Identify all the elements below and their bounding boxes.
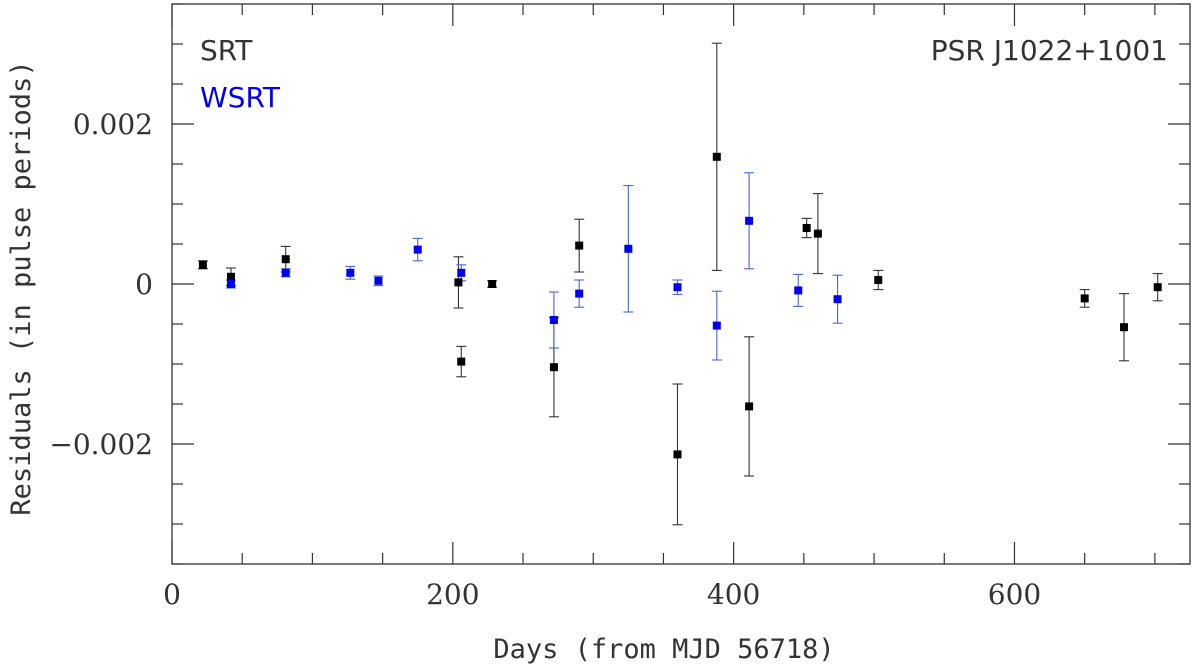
x-axis-title: Days (from MJD 56718) — [493, 634, 834, 665]
point-srt — [745, 402, 754, 411]
y-tick-label: 0 — [135, 268, 153, 301]
x-tick-labels: 0 200 400 600 — [163, 578, 1041, 611]
point-srt — [1120, 323, 1129, 332]
point-srt — [1080, 294, 1089, 303]
x-tick-label: 600 — [988, 578, 1041, 611]
point-srt — [549, 363, 558, 372]
point-wsrt — [712, 321, 721, 330]
point-srt — [198, 260, 207, 269]
point-srt — [454, 278, 463, 287]
point-srt — [226, 272, 235, 281]
point-srt — [281, 255, 290, 264]
point-wsrt — [745, 216, 754, 225]
point-wsrt — [413, 245, 422, 254]
point-wsrt — [575, 289, 584, 298]
point-srt — [874, 276, 883, 284]
point-wsrt — [346, 268, 355, 277]
point-srt — [673, 450, 682, 459]
y-tick-labels: −0.002 0 0.002 — [49, 108, 153, 461]
point-srt — [813, 229, 822, 238]
point-wsrt — [226, 280, 235, 288]
y-axis-title: Residuals (in pulse periods) — [6, 60, 37, 515]
point-srt — [575, 241, 584, 250]
point-srt — [457, 357, 466, 366]
axis-ticks — [171, 3, 1190, 565]
point-wsrt — [549, 316, 558, 324]
x-tick-label: 200 — [426, 578, 479, 611]
x-tick-label: 400 — [707, 578, 760, 611]
legend-wsrt: WSRT — [200, 81, 281, 114]
pulsar-annotation: PSR J1022+1001 — [931, 34, 1168, 67]
x-tick-label: 0 — [163, 578, 181, 611]
point-srt — [802, 224, 811, 232]
y-tick-label: 0.002 — [73, 108, 153, 141]
legend-srt: SRT — [200, 34, 253, 67]
point-wsrt — [673, 283, 682, 292]
point-wsrt — [457, 268, 466, 277]
point-wsrt — [794, 286, 803, 295]
point-wsrt — [374, 276, 383, 285]
point-wsrt — [833, 295, 842, 304]
data-markers — [198, 152, 1162, 459]
point-srt — [1153, 283, 1162, 292]
point-wsrt — [281, 268, 290, 277]
y-tick-label: −0.002 — [49, 428, 153, 461]
point-srt — [712, 152, 721, 161]
point-srt — [488, 280, 497, 288]
point-wsrt — [624, 244, 633, 253]
